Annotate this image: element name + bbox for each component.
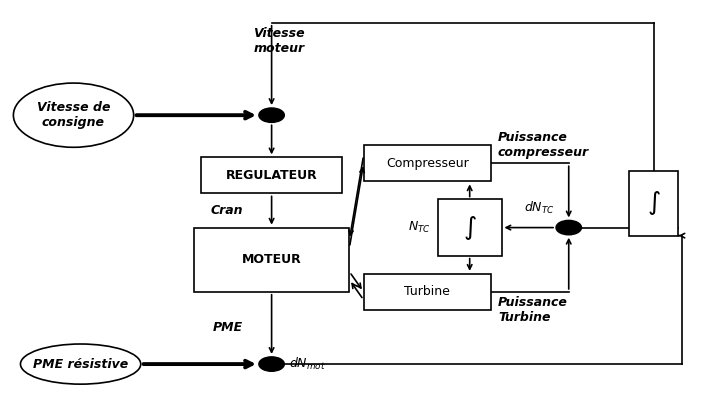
Text: Turbine: Turbine <box>404 285 450 298</box>
Circle shape <box>259 108 284 123</box>
Text: PME: PME <box>213 322 243 335</box>
Circle shape <box>556 220 582 235</box>
Text: Vitesse de
consigne: Vitesse de consigne <box>37 101 111 129</box>
Ellipse shape <box>21 344 140 384</box>
Text: MOTEUR: MOTEUR <box>242 253 302 266</box>
Text: $N_{TC}$: $N_{TC}$ <box>408 220 431 235</box>
Bar <box>194 228 349 292</box>
Text: PME résistive: PME résistive <box>33 358 128 371</box>
Text: Cran: Cran <box>211 204 243 217</box>
Bar <box>438 199 501 256</box>
Text: $\int$: $\int$ <box>647 190 660 217</box>
Text: $\int$: $\int$ <box>463 214 476 242</box>
Circle shape <box>259 357 284 371</box>
Ellipse shape <box>14 83 133 147</box>
Text: $dN_{TC}$: $dN_{TC}$ <box>524 199 555 216</box>
Text: Compresseur: Compresseur <box>386 157 468 170</box>
Text: Puissance
Turbine: Puissance Turbine <box>498 296 568 324</box>
Bar <box>364 145 491 182</box>
Text: Vitesse
moteur: Vitesse moteur <box>253 27 304 55</box>
Text: REGULATEUR: REGULATEUR <box>226 169 317 182</box>
Text: Puissance
compresseur: Puissance compresseur <box>498 131 589 160</box>
Bar <box>629 171 678 236</box>
Text: $dN_{mot}$: $dN_{mot}$ <box>289 356 326 372</box>
Bar <box>364 274 491 310</box>
Bar <box>201 158 342 193</box>
